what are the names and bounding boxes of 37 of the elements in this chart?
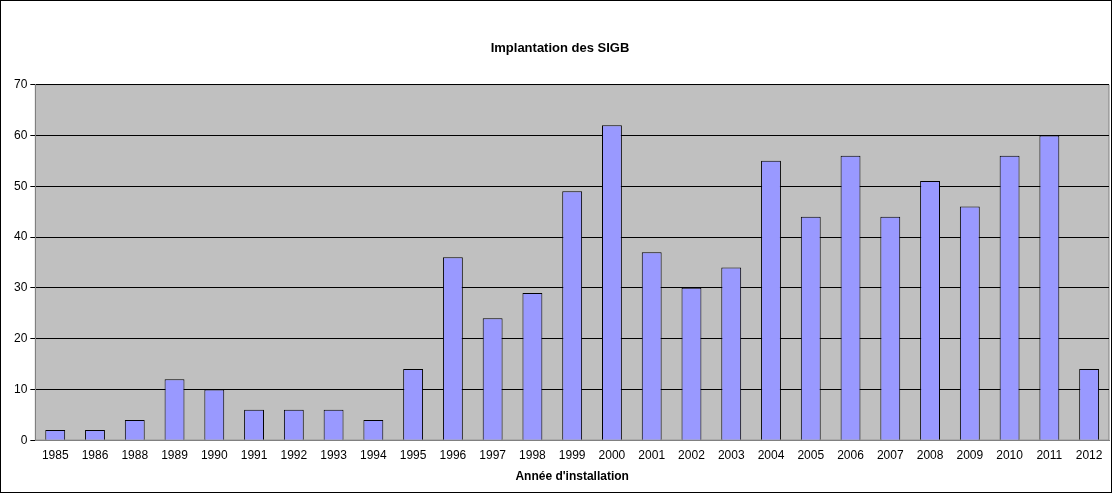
x-tick-label: 1997 [479,447,507,462]
x-tick-label: 1999 [558,447,586,462]
x-tick-label: 1996 [439,447,467,462]
x-tick-label: 2001 [638,447,666,462]
x-tick-label: 1993 [320,447,348,462]
x-tick-label: 1990 [200,447,228,462]
x-tick-label: 1992 [280,447,308,462]
y-tick-label: 10 [13,381,28,396]
x-tick-label: 1991 [240,447,268,462]
x-tick-label: 1989 [161,447,189,462]
y-tick-label: 0 [20,432,28,447]
x-tick-label: 2009 [956,447,984,462]
x-tick-label: 2003 [717,447,745,462]
y-tick-label: 50 [13,178,28,193]
y-tick-label: 70 [13,76,28,91]
x-tick-label: 2006 [837,447,865,462]
x-tick-label: 2004 [757,447,785,462]
x-tick-label: 1994 [360,447,388,462]
x-tick-label: 2005 [797,447,825,462]
x-tick-label: 2008 [916,447,944,462]
x-tick-label: 2002 [678,447,706,462]
x-tick-label: 2010 [996,447,1024,462]
x-tick-label: 1995 [399,447,427,462]
y-tick-label: 30 [13,280,28,295]
x-tick-label: 2012 [1075,447,1103,462]
x-tick-label: 1985 [41,447,69,462]
y-tick-label: 40 [13,229,28,244]
x-tick-label: 1998 [519,447,547,462]
x-tick-label: 1988 [121,447,149,462]
x-tick-label: 2000 [598,447,626,462]
x-tick-label: 2007 [876,447,904,462]
y-tick-label: 20 [13,330,28,345]
y-tick-label: 60 [13,127,28,142]
x-tick-label: 2011 [1036,447,1063,462]
x-axis-title: Année d'installation [515,469,629,484]
x-tick-label: 1986 [81,447,109,462]
chart-title: Implantation des SIGB [490,40,630,56]
